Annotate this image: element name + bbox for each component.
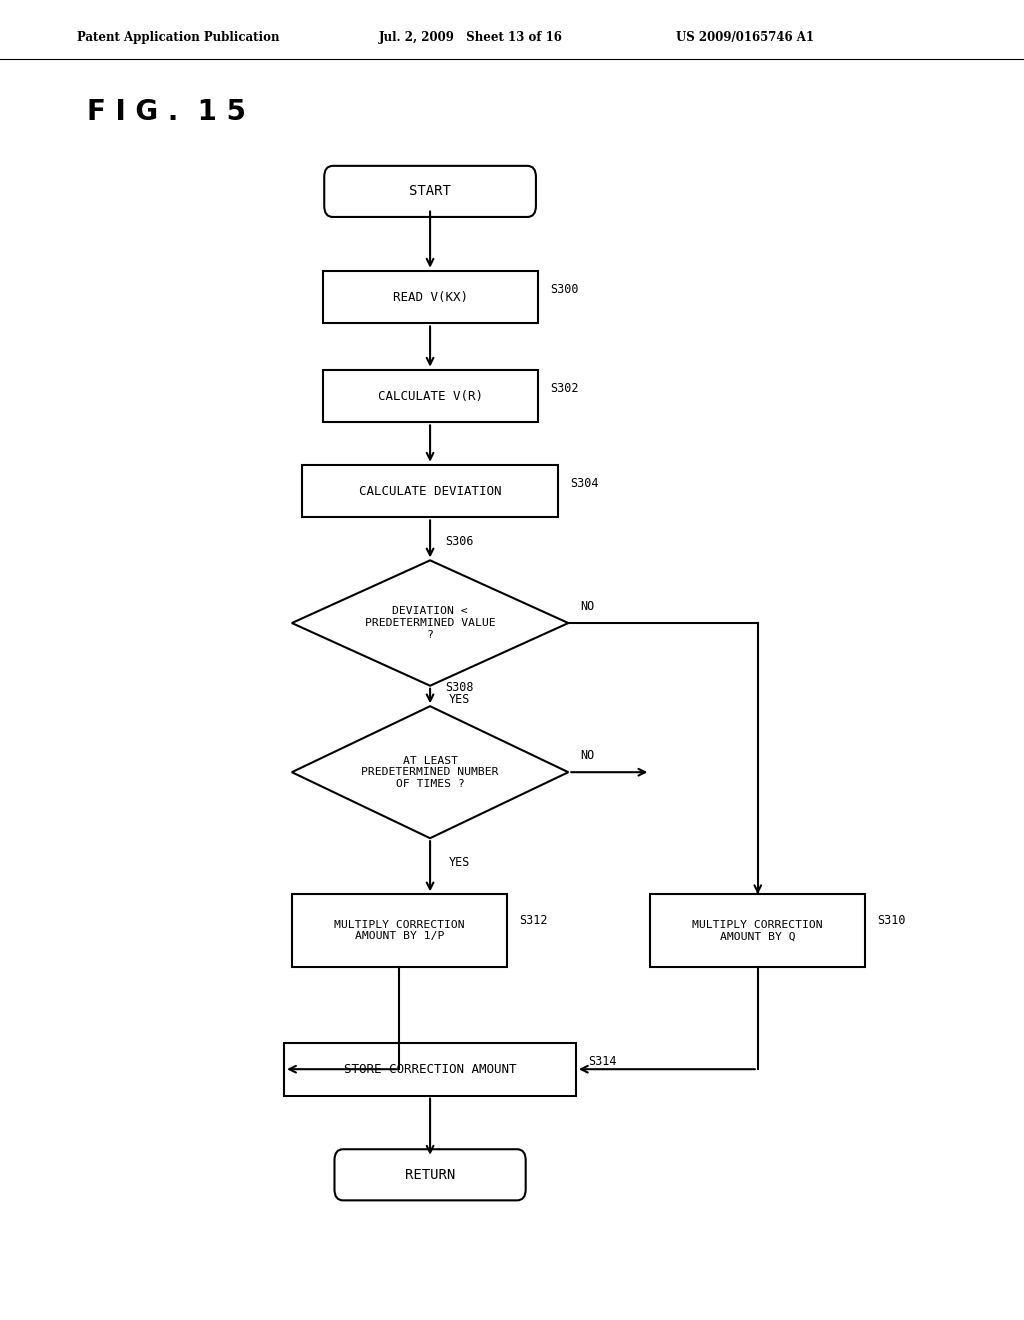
FancyBboxPatch shape — [325, 166, 536, 216]
Text: MULTIPLY CORRECTION
AMOUNT BY Q: MULTIPLY CORRECTION AMOUNT BY Q — [692, 920, 823, 941]
Bar — [284, 1043, 575, 1096]
Bar — [650, 895, 865, 966]
Text: CALCULATE V(R): CALCULATE V(R) — [378, 389, 482, 403]
Text: RETURN: RETURN — [404, 1168, 456, 1181]
Text: S314: S314 — [588, 1055, 616, 1068]
Text: NO: NO — [581, 599, 595, 612]
Polygon shape — [292, 560, 568, 685]
Bar — [323, 271, 538, 323]
Polygon shape — [292, 706, 568, 838]
Text: MULTIPLY CORRECTION
AMOUNT BY 1/P: MULTIPLY CORRECTION AMOUNT BY 1/P — [334, 920, 465, 941]
Text: S302: S302 — [550, 381, 579, 395]
Text: S306: S306 — [445, 536, 474, 548]
Bar — [323, 370, 538, 422]
Text: DEVIATION <
PREDETERMINED VALUE
?: DEVIATION < PREDETERMINED VALUE ? — [365, 606, 496, 640]
Text: YES: YES — [449, 857, 470, 870]
Bar — [302, 465, 558, 517]
Text: F I G .  1 5: F I G . 1 5 — [87, 98, 246, 127]
Text: YES: YES — [449, 693, 470, 706]
Text: S304: S304 — [570, 477, 599, 490]
Text: Jul. 2, 2009   Sheet 13 of 16: Jul. 2, 2009 Sheet 13 of 16 — [379, 30, 563, 44]
Text: Patent Application Publication: Patent Application Publication — [77, 30, 280, 44]
Text: S312: S312 — [519, 913, 548, 927]
Text: US 2009/0165746 A1: US 2009/0165746 A1 — [676, 30, 814, 44]
Text: NO: NO — [581, 748, 595, 762]
Bar — [292, 895, 507, 966]
Text: AT LEAST
PREDETERMINED NUMBER
OF TIMES ?: AT LEAST PREDETERMINED NUMBER OF TIMES ? — [361, 755, 499, 789]
Text: S300: S300 — [550, 282, 579, 296]
Text: STORE CORRECTION AMOUNT: STORE CORRECTION AMOUNT — [344, 1063, 516, 1076]
Text: READ V(KX): READ V(KX) — [392, 290, 468, 304]
Text: CALCULATE DEVIATION: CALCULATE DEVIATION — [358, 484, 502, 498]
Text: S308: S308 — [445, 681, 474, 694]
FancyBboxPatch shape — [335, 1150, 525, 1200]
Text: START: START — [410, 185, 451, 198]
Text: S310: S310 — [878, 913, 906, 927]
